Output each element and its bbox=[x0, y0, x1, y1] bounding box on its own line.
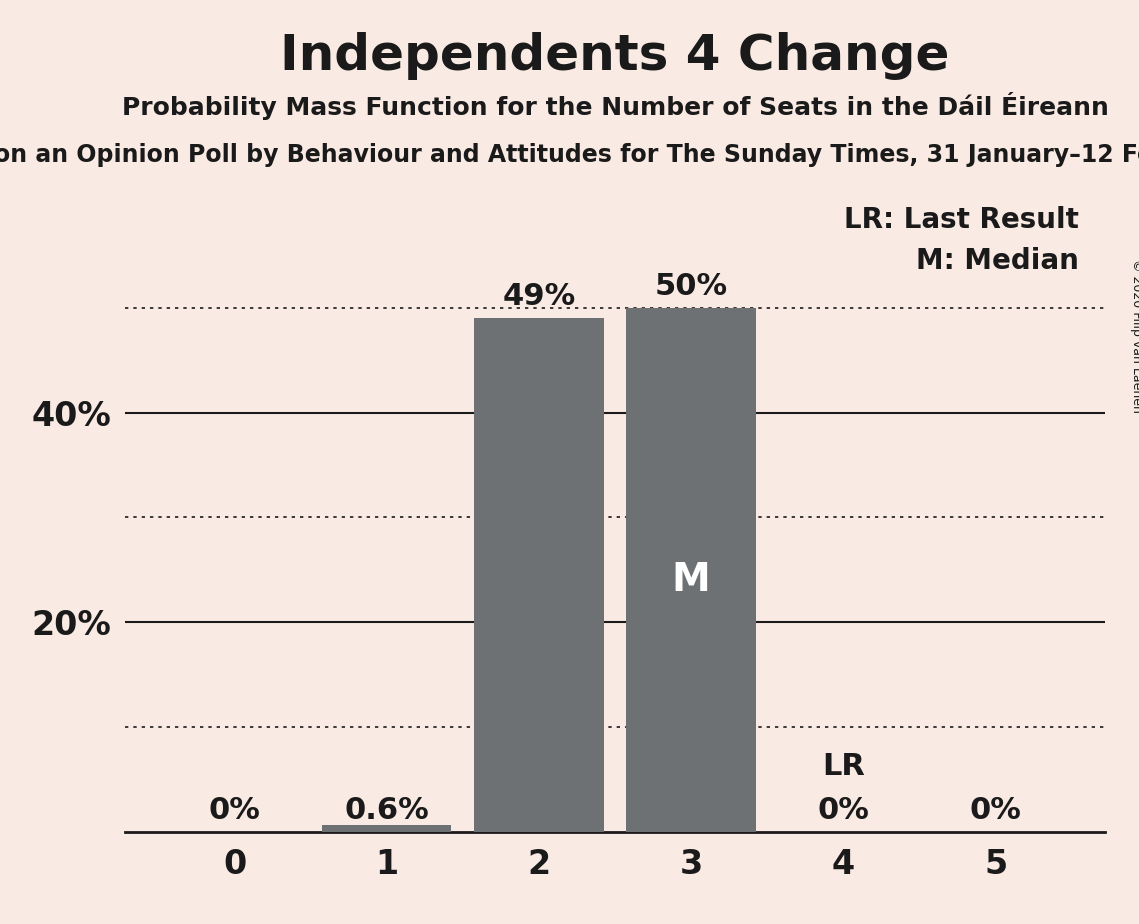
Bar bbox=[322, 825, 451, 832]
Text: on an Opinion Poll by Behaviour and Attitudes for The Sunday Times, 31 January–1: on an Opinion Poll by Behaviour and Atti… bbox=[0, 143, 1139, 167]
Text: © 2020 Filip van Laenen: © 2020 Filip van Laenen bbox=[1130, 259, 1139, 413]
Text: LR: Last Result: LR: Last Result bbox=[844, 206, 1080, 235]
Text: 49%: 49% bbox=[502, 282, 575, 311]
Bar bbox=[626, 308, 756, 832]
Text: M: Median: M: Median bbox=[917, 248, 1080, 275]
Text: M: M bbox=[672, 561, 711, 600]
Text: 0.6%: 0.6% bbox=[344, 796, 429, 825]
Text: 0%: 0% bbox=[969, 796, 1022, 825]
Bar bbox=[474, 319, 604, 832]
Text: Independents 4 Change: Independents 4 Change bbox=[280, 32, 950, 80]
Text: Probability Mass Function for the Number of Seats in the Dáil Éireann: Probability Mass Function for the Number… bbox=[122, 92, 1108, 120]
Text: 0%: 0% bbox=[208, 796, 261, 825]
Text: 50%: 50% bbox=[655, 272, 728, 300]
Text: 0%: 0% bbox=[818, 796, 869, 825]
Text: LR: LR bbox=[822, 752, 865, 782]
